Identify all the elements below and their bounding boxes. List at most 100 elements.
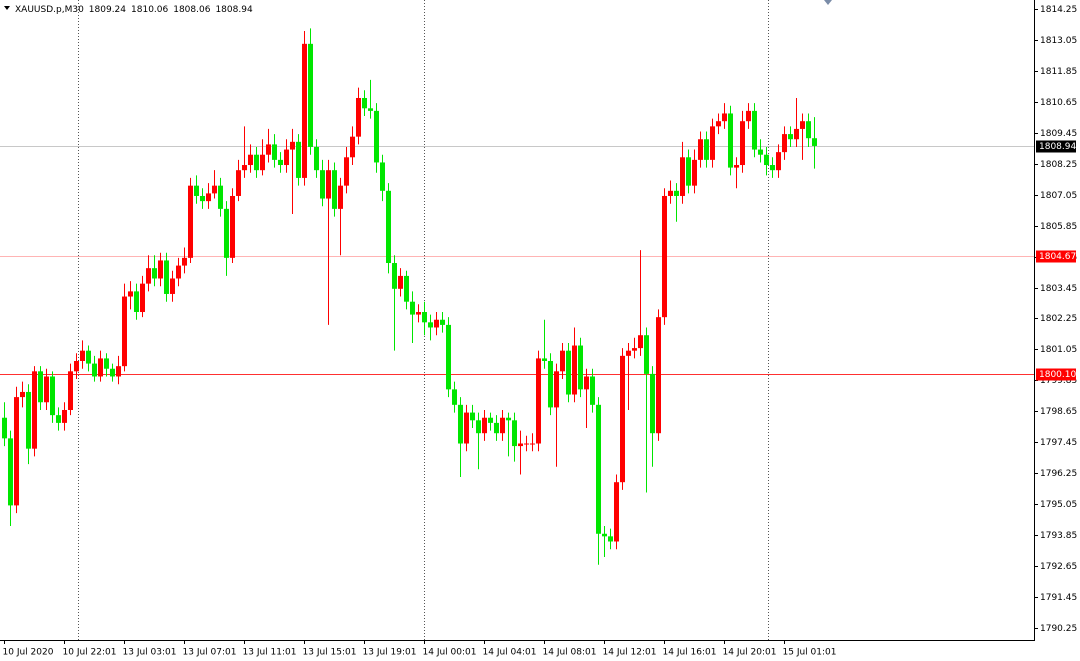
price-tag-label: 1808.94 [1039,142,1076,152]
candle-body [506,417,511,421]
candle-body [284,149,289,166]
x-tick-label: 14 Jul 08:01 [543,648,597,658]
candle-body [170,278,175,294]
header-value: 1809.24 [89,5,126,15]
candle-body [320,170,325,199]
candle-body [752,110,757,150]
candle-body [98,358,103,377]
candle-body [260,154,265,171]
candle-body [734,165,739,168]
candle-body [374,110,379,163]
y-tick-label: 1796.25 [1040,469,1077,479]
header-value: 1808.94 [215,5,252,15]
candle-body [530,443,535,445]
y-tick-label: 1798.65 [1040,407,1077,417]
candle-body [590,376,595,405]
candle-body [536,358,541,444]
candle-body [272,144,277,160]
candle-body [548,360,553,408]
candle-body [770,165,775,171]
candle-body [404,275,409,302]
candle-body [314,146,319,171]
y-tick-label: 1809.45 [1040,129,1077,139]
candle-body [638,335,643,349]
x-tick-label: 10 Jul 22:01 [63,648,117,658]
y-tick-label: 1803.45 [1040,284,1077,294]
candle-body [686,157,691,186]
candle-body [194,185,199,196]
candle-body [458,404,463,444]
y-tick-label: 1814.25 [1040,5,1077,15]
x-tick-label: 13 Jul 03:01 [123,648,177,658]
y-tick-label: 1795.05 [1040,500,1077,510]
y-tick-label: 1791.45 [1040,593,1077,603]
x-tick-label: 13 Jul 19:01 [363,648,417,658]
candle-body [290,141,295,150]
candle-body [710,126,715,160]
candle-body [518,443,523,447]
y-tick-label: 1807.05 [1040,191,1077,201]
candle-body [188,185,193,258]
candle-body [278,159,283,166]
candle-body [722,113,727,122]
candle-body [578,345,583,390]
y-tick-label: 1792.65 [1040,562,1077,572]
y-tick-label: 1808.25 [1040,160,1077,170]
candle-body [380,162,385,191]
candle-body [674,190,679,196]
candle-body [200,195,205,202]
price-tag [1036,140,1076,153]
candle-body [776,152,781,171]
candle-body [266,144,271,155]
candle-body [152,268,157,279]
candle-body [452,389,457,405]
candle-body [440,319,445,325]
x-tick-label: 14 Jul 00:01 [423,648,477,658]
candle-body [44,376,49,403]
candle-body [632,348,637,351]
candle-body [146,268,151,284]
candle-body [224,208,229,258]
y-tick-label: 1793.85 [1040,531,1077,541]
header-value: 1808.06 [173,5,210,15]
candle-body [500,417,505,434]
candle-body [662,195,667,318]
candle-body [104,358,109,369]
candle-body [326,170,331,199]
price-tag [1036,250,1076,263]
candle-body [788,134,793,140]
candle-body [38,371,43,403]
candle-body [338,185,343,209]
y-tick-label: 1802.25 [1040,314,1077,324]
candle-body [296,141,301,178]
shift-marker [824,0,832,5]
candle-body [62,409,67,423]
candle-body [428,322,433,328]
candle-body [728,113,733,168]
candle-body [614,482,619,542]
y-tick-label: 1797.45 [1040,438,1077,448]
candle-body [362,97,367,109]
x-tick-label: 13 Jul 07:01 [183,648,237,658]
y-tick-label: 1805.85 [1040,222,1077,232]
candle-body [542,358,547,361]
candle-body [242,165,247,171]
candle-body [164,260,169,294]
candle-body [470,412,475,421]
candle-body [308,43,313,147]
price-tag [1036,368,1076,381]
candle-body [464,412,469,444]
candle-body [218,185,223,209]
candle-body [584,376,589,390]
candle-body [254,154,259,171]
candle-body [656,317,661,434]
candle-body [392,263,397,289]
candle-body [356,97,361,137]
candle-body [668,190,673,196]
candle-body [644,335,649,374]
candle-body [206,193,211,202]
candle-body [740,121,745,166]
header-value: 1810.06 [131,5,168,15]
candle-body [554,371,559,408]
